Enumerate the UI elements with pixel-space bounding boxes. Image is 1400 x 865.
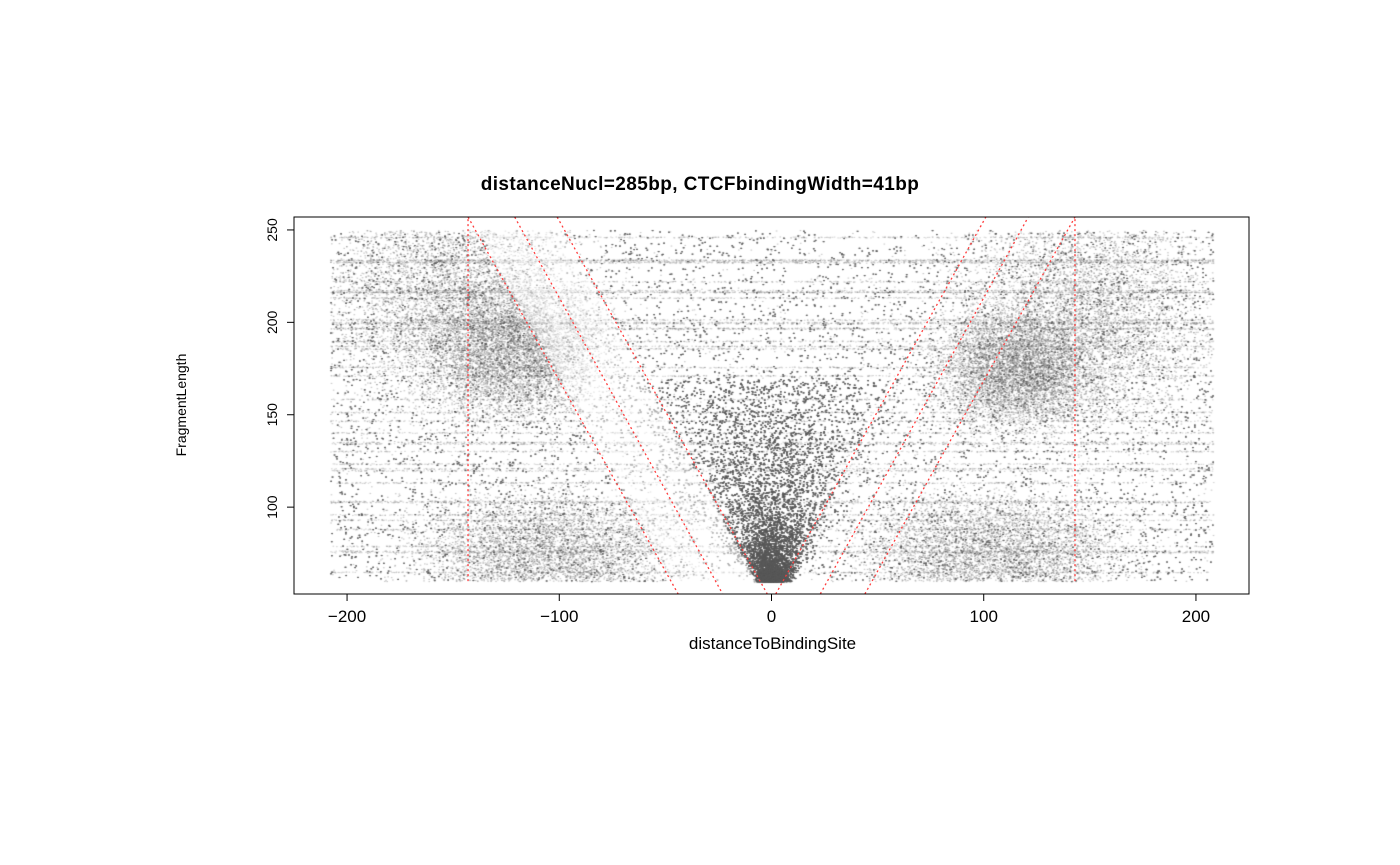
reference-line-right-diagonal-2 — [819, 216, 1029, 595]
reference-line-right-diagonal-1 — [775, 216, 987, 595]
y-tick-label: 250 — [264, 218, 280, 242]
reference-line-left-diagonal-1 — [467, 216, 679, 595]
y-axis-label: FragmentLength — [173, 353, 189, 457]
x-axis: −200 −100 0 100 200 — [328, 593, 1210, 626]
chart-title: distanceNucl=285bp, CTCFbindingWidth=41b… — [480, 174, 920, 195]
x-axis-label: distanceToBindingSite — [688, 634, 857, 653]
reference-lines-layer — [467, 216, 1076, 595]
x-tick-label: −200 — [328, 607, 366, 626]
reference-line-right-diagonal-3 — [864, 216, 1076, 595]
y-tick-label: 200 — [264, 310, 280, 334]
points-layer — [294, 217, 1249, 594]
scatter-points — [294, 217, 1249, 594]
reference-line-left-diagonal-2 — [514, 216, 724, 595]
reference-line-left-diagonal-3 — [556, 216, 768, 595]
x-tick-label: −100 — [540, 607, 578, 626]
x-tick-label: 0 — [767, 607, 776, 626]
y-tick-label: 100 — [264, 495, 280, 519]
y-tick-label: 150 — [264, 403, 280, 427]
x-tick-label: 200 — [1182, 607, 1210, 626]
y-axis: 100 150 200 250 — [264, 218, 295, 519]
x-tick-label: 100 — [970, 607, 998, 626]
